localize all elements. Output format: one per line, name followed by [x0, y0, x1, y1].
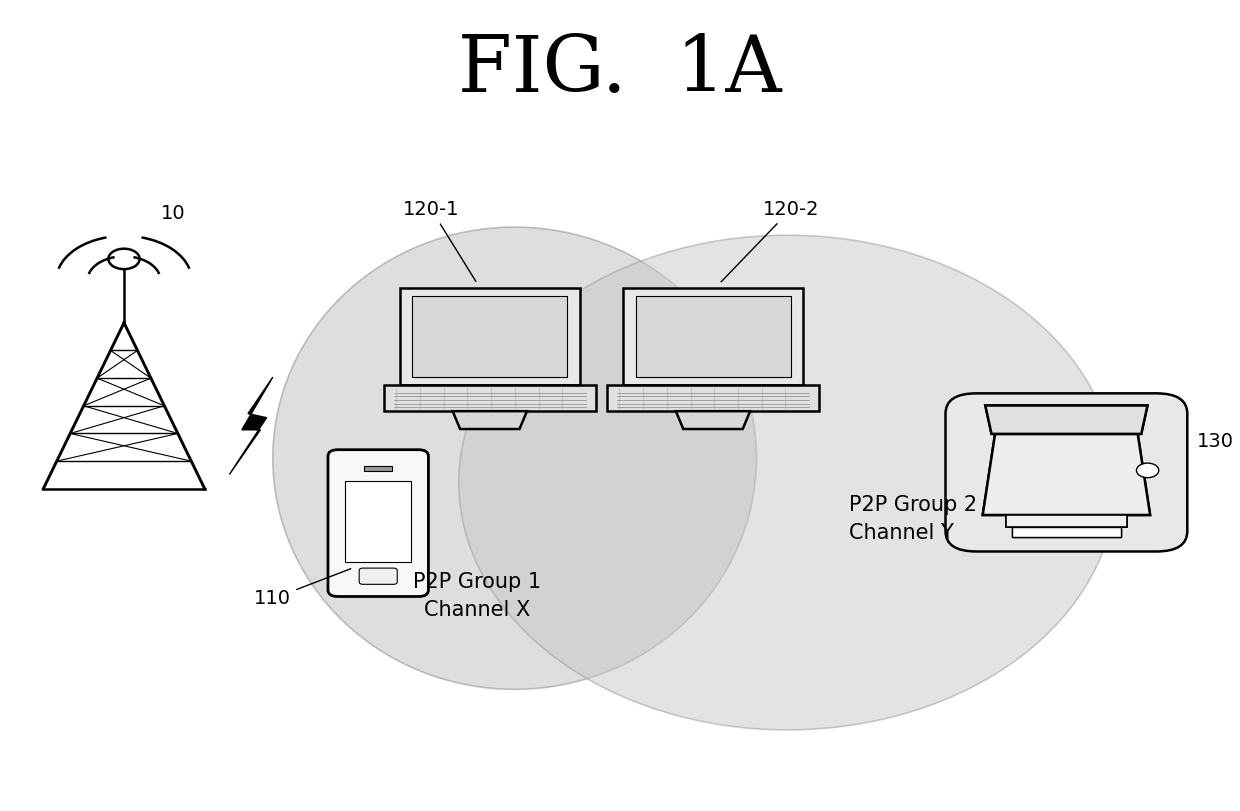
Polygon shape — [982, 434, 1149, 515]
Bar — [635, 296, 791, 377]
Bar — [365, 466, 392, 470]
Polygon shape — [986, 406, 1147, 434]
Polygon shape — [982, 434, 1149, 515]
FancyBboxPatch shape — [327, 449, 429, 597]
FancyBboxPatch shape — [945, 393, 1188, 551]
Text: P2P Group 1
Channel X: P2P Group 1 Channel X — [413, 572, 542, 620]
Bar — [412, 296, 567, 377]
Bar — [622, 288, 802, 385]
Text: 120-2: 120-2 — [722, 200, 820, 282]
Polygon shape — [453, 411, 527, 429]
Text: 10: 10 — [161, 204, 186, 223]
Bar — [383, 385, 596, 411]
Text: 110: 110 — [254, 569, 351, 608]
Text: FIG.  1A: FIG. 1A — [459, 32, 781, 108]
Text: P2P Group 2
Channel Y: P2P Group 2 Channel Y — [849, 495, 977, 543]
Bar — [345, 480, 410, 561]
Ellipse shape — [273, 227, 756, 689]
Circle shape — [1136, 463, 1158, 478]
Polygon shape — [676, 411, 750, 429]
Polygon shape — [229, 377, 273, 474]
Polygon shape — [986, 406, 1147, 434]
FancyBboxPatch shape — [360, 568, 397, 584]
Bar — [399, 288, 580, 385]
Ellipse shape — [459, 235, 1116, 730]
Bar — [606, 385, 820, 411]
Bar — [1012, 527, 1121, 537]
Bar — [1006, 515, 1127, 527]
Text: 130: 130 — [1197, 432, 1234, 452]
Text: 120-1: 120-1 — [403, 200, 476, 281]
